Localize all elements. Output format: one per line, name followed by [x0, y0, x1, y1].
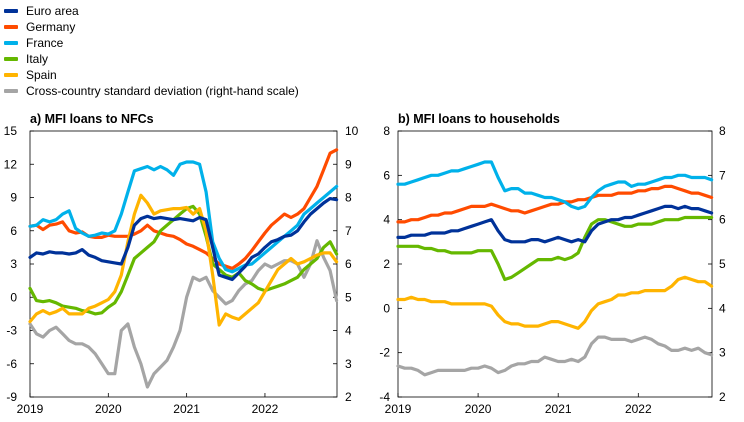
- y-tick-label: 15: [4, 124, 18, 138]
- y2-tick-label: 8: [345, 191, 352, 205]
- y2-tick-label: 7: [719, 168, 726, 182]
- x-tick-label: 2020: [465, 402, 492, 416]
- legend-label: Germany: [26, 20, 76, 34]
- y-tick-label: -2: [379, 346, 390, 360]
- series-line-euro-area: [396, 204, 714, 244]
- y-tick-label: -4: [379, 390, 390, 404]
- legend-swatch: [4, 57, 18, 61]
- legend-swatch: [4, 89, 18, 93]
- series-line-italy: [396, 215, 714, 282]
- y-tick-label: 8: [383, 124, 390, 138]
- y-tick-label: 6: [10, 224, 17, 238]
- legend-swatch: [4, 25, 18, 29]
- y2-tick-label: 2: [345, 390, 352, 404]
- series-line-cross-country-standard-deviation-right-hand-scale: [28, 239, 339, 389]
- x-tick-label: 2022: [252, 402, 279, 416]
- y2-tick-label: 10: [345, 124, 359, 138]
- series-line-spain: [28, 193, 339, 327]
- legend: Euro area Germany France Italy Spain Cross-co…: [4, 3, 299, 99]
- y-tick-label: 9: [10, 191, 17, 205]
- series-line-italy: [28, 204, 339, 316]
- y2-tick-label: 3: [345, 357, 352, 371]
- plot-frame: [29, 130, 338, 398]
- y-tick-label: 6: [383, 168, 390, 182]
- legend-label: Spain: [26, 68, 57, 82]
- y-tick-label: 4: [383, 213, 390, 227]
- x-tick-label: 2019: [17, 402, 44, 416]
- legend-label: Cross-country standard deviation (right-…: [26, 84, 299, 98]
- panel-households: b) MFI loans to households -4 -2 0 2 4 6 8 2 3 4 5 6…: [379, 112, 726, 416]
- legend-swatch: [4, 41, 18, 45]
- y2-tick-label: 4: [719, 301, 726, 315]
- y-tick-label: -3: [6, 324, 17, 338]
- x-tick-label: 2021: [545, 402, 572, 416]
- series-line-cross-country-standard-deviation-right-hand-scale: [396, 335, 714, 377]
- series-line-france: [396, 160, 714, 211]
- y-tick-label: 0: [383, 301, 390, 315]
- y2-tick-label: 5: [719, 257, 726, 271]
- x-tick-label: 2019: [385, 402, 412, 416]
- panel-title: a) MFI loans to NFCs: [30, 112, 154, 126]
- legend-item: Italy: [4, 51, 299, 67]
- y-tick-label: 2: [383, 257, 390, 271]
- series-line-spain: [396, 275, 714, 330]
- legend-item: Spain: [4, 67, 299, 83]
- plot-frame: [397, 130, 713, 398]
- legend-swatch: [4, 9, 18, 13]
- series-line-euro-area: [28, 197, 339, 282]
- y-tick-label: -6: [6, 357, 17, 371]
- y2-tick-label: 2: [719, 390, 726, 404]
- y2-tick-label: 4: [345, 324, 352, 338]
- y2-tick-label: 3: [719, 346, 726, 360]
- y-tick-label: 12: [4, 157, 18, 171]
- legend-label: Italy: [26, 52, 49, 66]
- legend-item: Euro area: [4, 3, 299, 19]
- y2-tick-label: 6: [345, 257, 352, 271]
- legend-label: Euro area: [26, 4, 79, 18]
- panel-title: b) MFI loans to households: [398, 112, 560, 126]
- legend-item: Germany: [4, 19, 299, 35]
- panel-nfc: a) MFI loans to NFCs -9 -6 -3 0 3 6 9 12 15 2 3 4 5 6 7…: [4, 112, 359, 416]
- y2-tick-label: 6: [719, 213, 726, 227]
- x-tick-label: 2021: [173, 402, 200, 416]
- y2-tick-label: 9: [345, 157, 352, 171]
- y-tick-label: 0: [10, 290, 17, 304]
- legend-label: France: [26, 36, 64, 50]
- legend-swatch: [4, 73, 18, 77]
- legend-item: France: [4, 35, 299, 51]
- x-tick-label: 2022: [625, 402, 652, 416]
- y2-tick-label: 8: [719, 124, 726, 138]
- y2-tick-label: 7: [345, 224, 352, 238]
- legend-item: Cross-country standard deviation (right-…: [4, 83, 299, 99]
- y-tick-label: -9: [6, 390, 17, 404]
- y2-tick-label: 5: [345, 290, 352, 304]
- series-line-germany: [396, 184, 714, 224]
- y-tick-label: 3: [10, 257, 17, 271]
- x-tick-label: 2020: [95, 402, 122, 416]
